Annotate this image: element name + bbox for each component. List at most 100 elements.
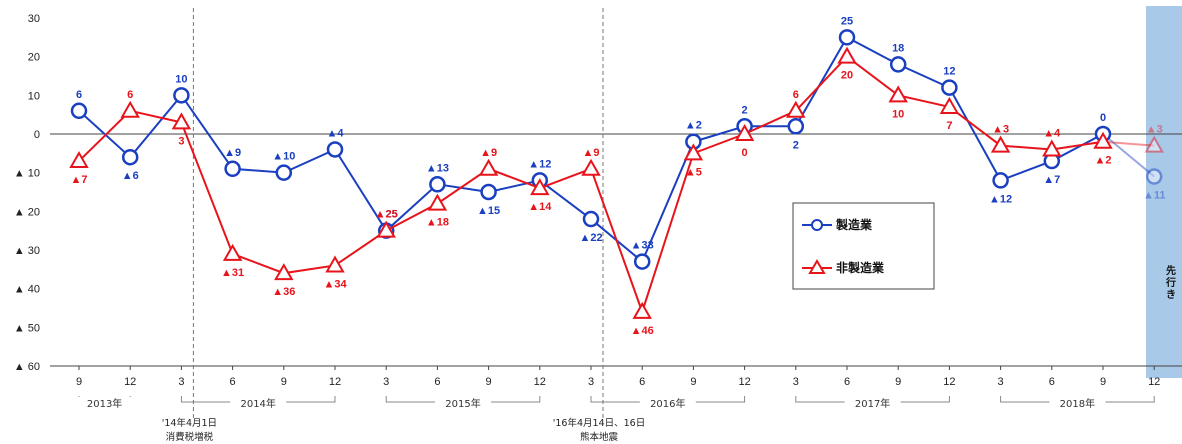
data-label-nonmanufacturing: ▲31	[221, 267, 244, 279]
legend-label-manufacturing: 製造業	[835, 217, 873, 232]
y-tick-label: 30	[28, 13, 40, 25]
data-point-nonmanufacturing	[274, 263, 294, 281]
y-tick-label: 20	[28, 52, 40, 64]
legend-marker-nonmanufacturing	[808, 259, 826, 274]
data-point-manufacturing	[992, 172, 1009, 189]
x-tick-label: 6	[1049, 376, 1055, 388]
data-point-manufacturing	[1145, 168, 1163, 185]
x-tick-label: 12	[329, 376, 341, 388]
data-point-manufacturing	[121, 148, 139, 166]
y-tick-label: ▲ 50	[14, 322, 40, 334]
data-point-nonmanufacturing	[427, 193, 448, 211]
x-tick-label: 12	[534, 376, 546, 388]
data-label-nonmanufacturing: ▲9	[582, 147, 599, 159]
y-tick-label: 10	[28, 90, 40, 102]
data-point-manufacturing	[889, 56, 907, 73]
data-label-manufacturing: 10	[175, 73, 187, 85]
data-label-manufacturing: ▲9	[224, 147, 241, 159]
x-tick-label: 12	[738, 376, 750, 388]
x-tick-label: 6	[230, 376, 236, 388]
x-tick-label: 3	[178, 376, 184, 388]
data-point-manufacturing	[429, 176, 446, 193]
year-label: 2018年	[1060, 397, 1095, 410]
data-point-nonmanufacturing	[69, 151, 89, 169]
year-label-bg	[844, 397, 901, 409]
x-tick-label: 6	[844, 376, 850, 388]
data-point-manufacturing	[275, 164, 293, 181]
data-label-nonmanufacturing: ▲14	[528, 201, 552, 213]
event-label-name: 熊本地震	[580, 431, 619, 443]
data-label-nonmanufacturing: ▲2	[1094, 155, 1111, 167]
data-point-nonmanufacturing	[120, 100, 140, 118]
x-tick-label: 3	[998, 376, 1004, 388]
x-tick-label: 12	[124, 376, 136, 388]
data-label-manufacturing: 2	[742, 104, 748, 116]
data-label-manufacturing: 6	[76, 89, 82, 101]
data-label-nonmanufacturing: ▲4	[1043, 127, 1061, 139]
data-point-nonmanufacturing	[222, 243, 243, 261]
data-point-nonmanufacturing	[786, 100, 806, 118]
data-point-nonmanufacturing	[1093, 131, 1113, 149]
series-layer: 6▲610▲9 ▲10▲4▲25▲13▲15▲12▲22▲33▲222251812…	[69, 15, 1166, 337]
data-label-manufacturing: ▲10	[272, 151, 295, 163]
data-label-manufacturing: 18	[892, 42, 904, 54]
x-tick-label: 3	[793, 376, 799, 388]
y-axis: 30 20 10 0 ▲ 10 ▲ 20 ▲ 30 ▲ 40 ▲ 50 ▲ 60	[14, 13, 40, 373]
data-point-nonmanufacturing	[837, 46, 857, 64]
data-point-nonmanufacturing	[1144, 135, 1164, 153]
legend-box	[792, 202, 935, 290]
nonmanufacturing-line-forecast	[1102, 140, 1155, 147]
data-label-nonmanufacturing: 6	[127, 89, 133, 101]
x-tick-label: 9	[486, 376, 492, 388]
data-label-nonmanufacturing: ▲9	[480, 147, 497, 159]
data-label-manufacturing: ▲12	[528, 158, 551, 170]
y-tick-label: ▲ 40	[14, 284, 40, 296]
data-point-nonmanufacturing	[1042, 139, 1062, 157]
y-tick-label: 0	[34, 129, 40, 141]
x-tick-label: 3	[383, 376, 389, 388]
data-point-nonmanufacturing	[734, 123, 755, 141]
data-label-nonmanufacturing: 6	[793, 89, 799, 101]
data-label-manufacturing: ▲13	[426, 162, 449, 174]
data-label-nonmanufacturing: ▲36	[272, 286, 295, 298]
data-point-manufacturing	[582, 210, 600, 228]
data-point-nonmanufacturing	[376, 220, 396, 238]
x-tick-label: 9	[690, 376, 696, 388]
data-label-nonmanufacturing: 3	[178, 135, 184, 147]
data-point-manufacturing	[633, 253, 651, 270]
data-label-manufacturing: 12	[943, 66, 955, 78]
data-label-manufacturing: ▲6	[122, 170, 139, 182]
data-point-manufacturing	[787, 118, 805, 135]
year-label-bg	[639, 397, 696, 409]
data-point-nonmanufacturing	[939, 96, 960, 114]
legend: 製造業 非製造業	[792, 202, 935, 290]
x-tick-label: 9	[76, 376, 82, 388]
forecast-label-char: 行	[1165, 276, 1176, 289]
data-point-manufacturing	[941, 79, 958, 96]
data-label-manufacturing: ▲4	[326, 127, 344, 139]
data-label-manufacturing: ▲25	[375, 209, 398, 221]
data-point-nonmanufacturing	[632, 301, 652, 319]
x-tick-label: 9	[1100, 376, 1106, 388]
year-label-bg	[230, 397, 287, 409]
data-label-manufacturing: ▲11	[1143, 190, 1166, 202]
data-point-nonmanufacturing	[478, 158, 499, 176]
data-label-nonmanufacturing: 7	[946, 120, 952, 132]
data-label-manufacturing: 0	[1100, 112, 1106, 124]
data-label-manufacturing: ▲33	[631, 240, 654, 252]
forecast-label-char: き	[1166, 289, 1176, 301]
data-label-manufacturing: ▲7	[1043, 174, 1060, 186]
y-tick-label: ▲ 30	[14, 245, 40, 257]
year-label-bg	[76, 397, 133, 409]
y-tick-label: ▲ 60	[14, 361, 40, 373]
data-label-manufacturing: ▲2	[685, 120, 702, 132]
data-point-nonmanufacturing	[990, 135, 1011, 153]
y-tick-label: ▲ 20	[14, 206, 40, 218]
data-label-nonmanufacturing: ▲3	[1146, 124, 1163, 136]
manufacturing-line-forecast	[1102, 133, 1155, 178]
data-label-nonmanufacturing: ▲46	[631, 325, 654, 337]
